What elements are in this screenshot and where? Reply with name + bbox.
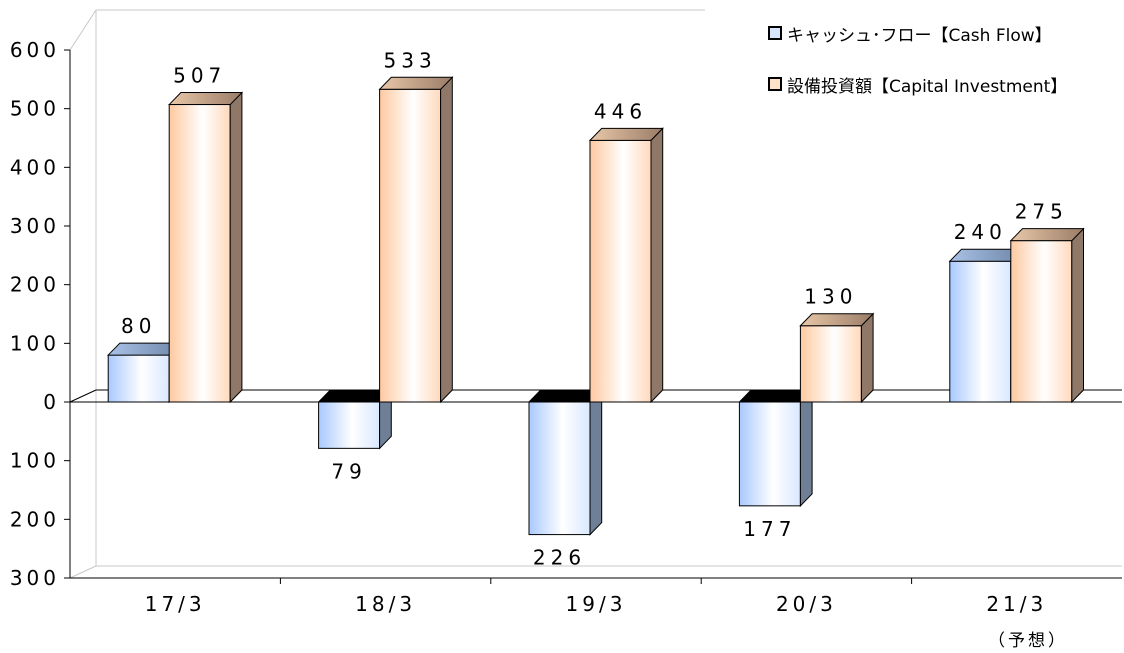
bar-capital-investment (168, 91, 244, 404)
y-tick-label: 100 (10, 331, 60, 355)
x-tick-label: 19/3 (566, 592, 627, 616)
y-tick-label: 0 (43, 390, 60, 414)
legend-swatch-capital-investment (768, 77, 782, 91)
bar-capital-investment (1009, 227, 1085, 404)
bar-front (168, 104, 231, 403)
data-label: 240 (954, 220, 1007, 244)
legend-label-cash-flow: キャッシュ･フロー【Cash Flow】 (787, 25, 1052, 46)
legend-item-capital-investment: 設備投資額【Capital Investment】 (768, 71, 1067, 97)
bar-front (949, 260, 1012, 403)
bar-top (168, 92, 244, 106)
bar-side (1071, 227, 1084, 404)
bar-top (378, 76, 454, 90)
y-tick-label: 200 (10, 507, 60, 531)
bar-side (440, 76, 453, 404)
bar-cash-flow (738, 388, 814, 508)
bars (107, 76, 1085, 536)
data-labels: 80 507 79 533 226 446 177 130 240 275 (121, 48, 1068, 570)
bar-front (589, 139, 652, 403)
legend-swatch-cash-flow (768, 26, 782, 40)
legend-label-capital-investment: 設備投資額【Capital Investment】 (787, 76, 1068, 97)
data-label: 507 (173, 64, 226, 88)
y-axis: 300 200 100 0 100 200 300 400 500 600 (10, 38, 70, 590)
bar-cash-flow (317, 388, 393, 450)
bar-side (589, 388, 603, 536)
data-label: 446 (594, 99, 647, 123)
bar-top (1009, 228, 1085, 242)
bar-front (318, 401, 381, 449)
forecast-note: （予想） (988, 631, 1068, 651)
y-tick-label: 100 (10, 449, 60, 473)
x-axis: 17/3 18/3 19/3 20/3 21/3 (145, 578, 1047, 616)
bar-capital-investment (799, 312, 875, 404)
x-tick-label: 18/3 (355, 592, 416, 616)
bar-side (650, 127, 664, 404)
bar-front (107, 354, 170, 403)
bar-cash-flow (527, 388, 603, 536)
data-label: 226 (533, 546, 586, 570)
data-label: 80 (121, 314, 156, 338)
bar-top (799, 313, 875, 327)
floor-left-edge (69, 565, 97, 579)
data-label: 533 (384, 48, 437, 72)
y-tick-label: 300 (10, 566, 60, 590)
bar-side (229, 91, 243, 404)
y-tick-label: 600 (10, 38, 60, 62)
x-tick-label: 20/3 (776, 592, 837, 616)
bar-side (799, 388, 813, 508)
data-label: 275 (1015, 200, 1068, 224)
zero-depth-edge (69, 389, 97, 403)
legend: キャッシュ･フロー【Cash Flow】 設備投資額【Capital Inves… (768, 20, 1067, 122)
y-tick-label: 400 (10, 155, 60, 179)
data-label: 130 (804, 285, 857, 309)
x-tick-label: 17/3 (145, 592, 206, 616)
bar-front (738, 401, 801, 507)
data-label: 79 (331, 459, 366, 483)
bar-front (379, 88, 442, 403)
y-tick-label: 300 (10, 214, 60, 238)
wall-top-edge (69, 9, 97, 51)
bar-side (860, 312, 874, 404)
bar-front (528, 401, 591, 536)
legend-item-cash-flow: キャッシュ･フロー【Cash Flow】 (768, 20, 1067, 46)
y-tick-label: 500 (10, 97, 60, 121)
bar-capital-investment (378, 76, 454, 404)
bar-capital-investment (588, 127, 664, 404)
data-label: 177 (743, 517, 796, 541)
y-tick-label: 200 (10, 273, 60, 297)
x-tick-label: 21/3 (986, 592, 1047, 616)
bar-top (588, 127, 664, 141)
bar-front (799, 325, 862, 403)
bar-front (1010, 240, 1073, 403)
